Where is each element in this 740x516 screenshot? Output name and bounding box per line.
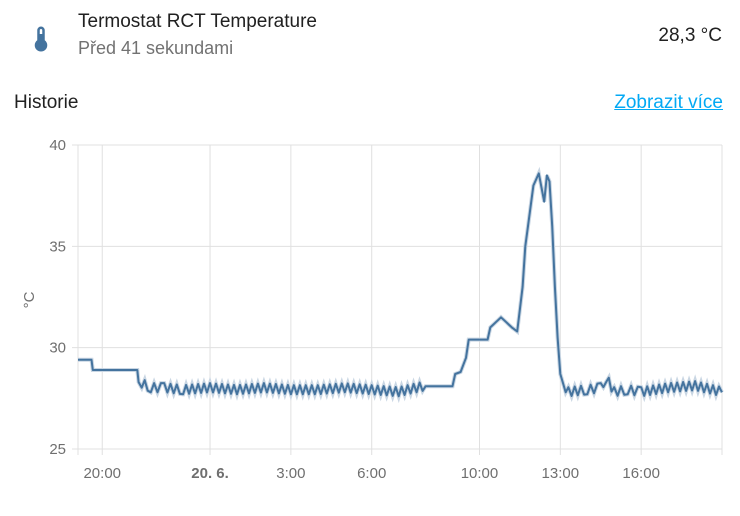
x-tick-label: 3:00 xyxy=(276,465,305,482)
x-tick-label: 20:00 xyxy=(83,465,121,482)
x-tick-label: 20. 6. xyxy=(191,465,229,482)
y-axis-title: °C xyxy=(21,291,38,308)
temperature-line xyxy=(78,172,723,398)
y-axis-labels: 40 35 30 25 xyxy=(49,137,66,458)
y-tick-label: 35 xyxy=(49,238,66,255)
series-shadow xyxy=(78,166,724,404)
x-grid xyxy=(77,145,723,455)
show-more-link[interactable]: Zobrazit více xyxy=(614,92,723,113)
thermometer-icon xyxy=(34,26,48,52)
entity-header[interactable]: Termostat RCT Temperature Před 41 sekund… xyxy=(0,0,740,70)
y-grid xyxy=(72,144,722,450)
history-title: Historie xyxy=(14,92,79,113)
series-group xyxy=(78,166,724,404)
y-tick-label: 40 xyxy=(49,137,66,154)
history-chart[interactable]: 40 35 30 25 20:00 20. 6. 3:00 6:00 10:00 13:00 16… xyxy=(0,120,740,516)
y-tick-label: 30 xyxy=(49,340,66,357)
x-tick-label: 10:00 xyxy=(461,465,499,482)
x-axis-labels: 20:00 20. 6. 3:00 6:00 10:00 13:00 16:00 xyxy=(83,465,659,482)
x-tick-label: 16:00 xyxy=(622,465,660,482)
entity-state-value: 28,3 °C xyxy=(658,25,722,46)
y-tick-label: 25 xyxy=(49,441,66,458)
x-tick-label: 6:00 xyxy=(357,465,386,482)
x-tick-label: 13:00 xyxy=(542,465,580,482)
last-changed-time: Před 41 sekundami xyxy=(78,38,234,58)
entity-name: Termostat RCT Temperature xyxy=(78,11,317,32)
